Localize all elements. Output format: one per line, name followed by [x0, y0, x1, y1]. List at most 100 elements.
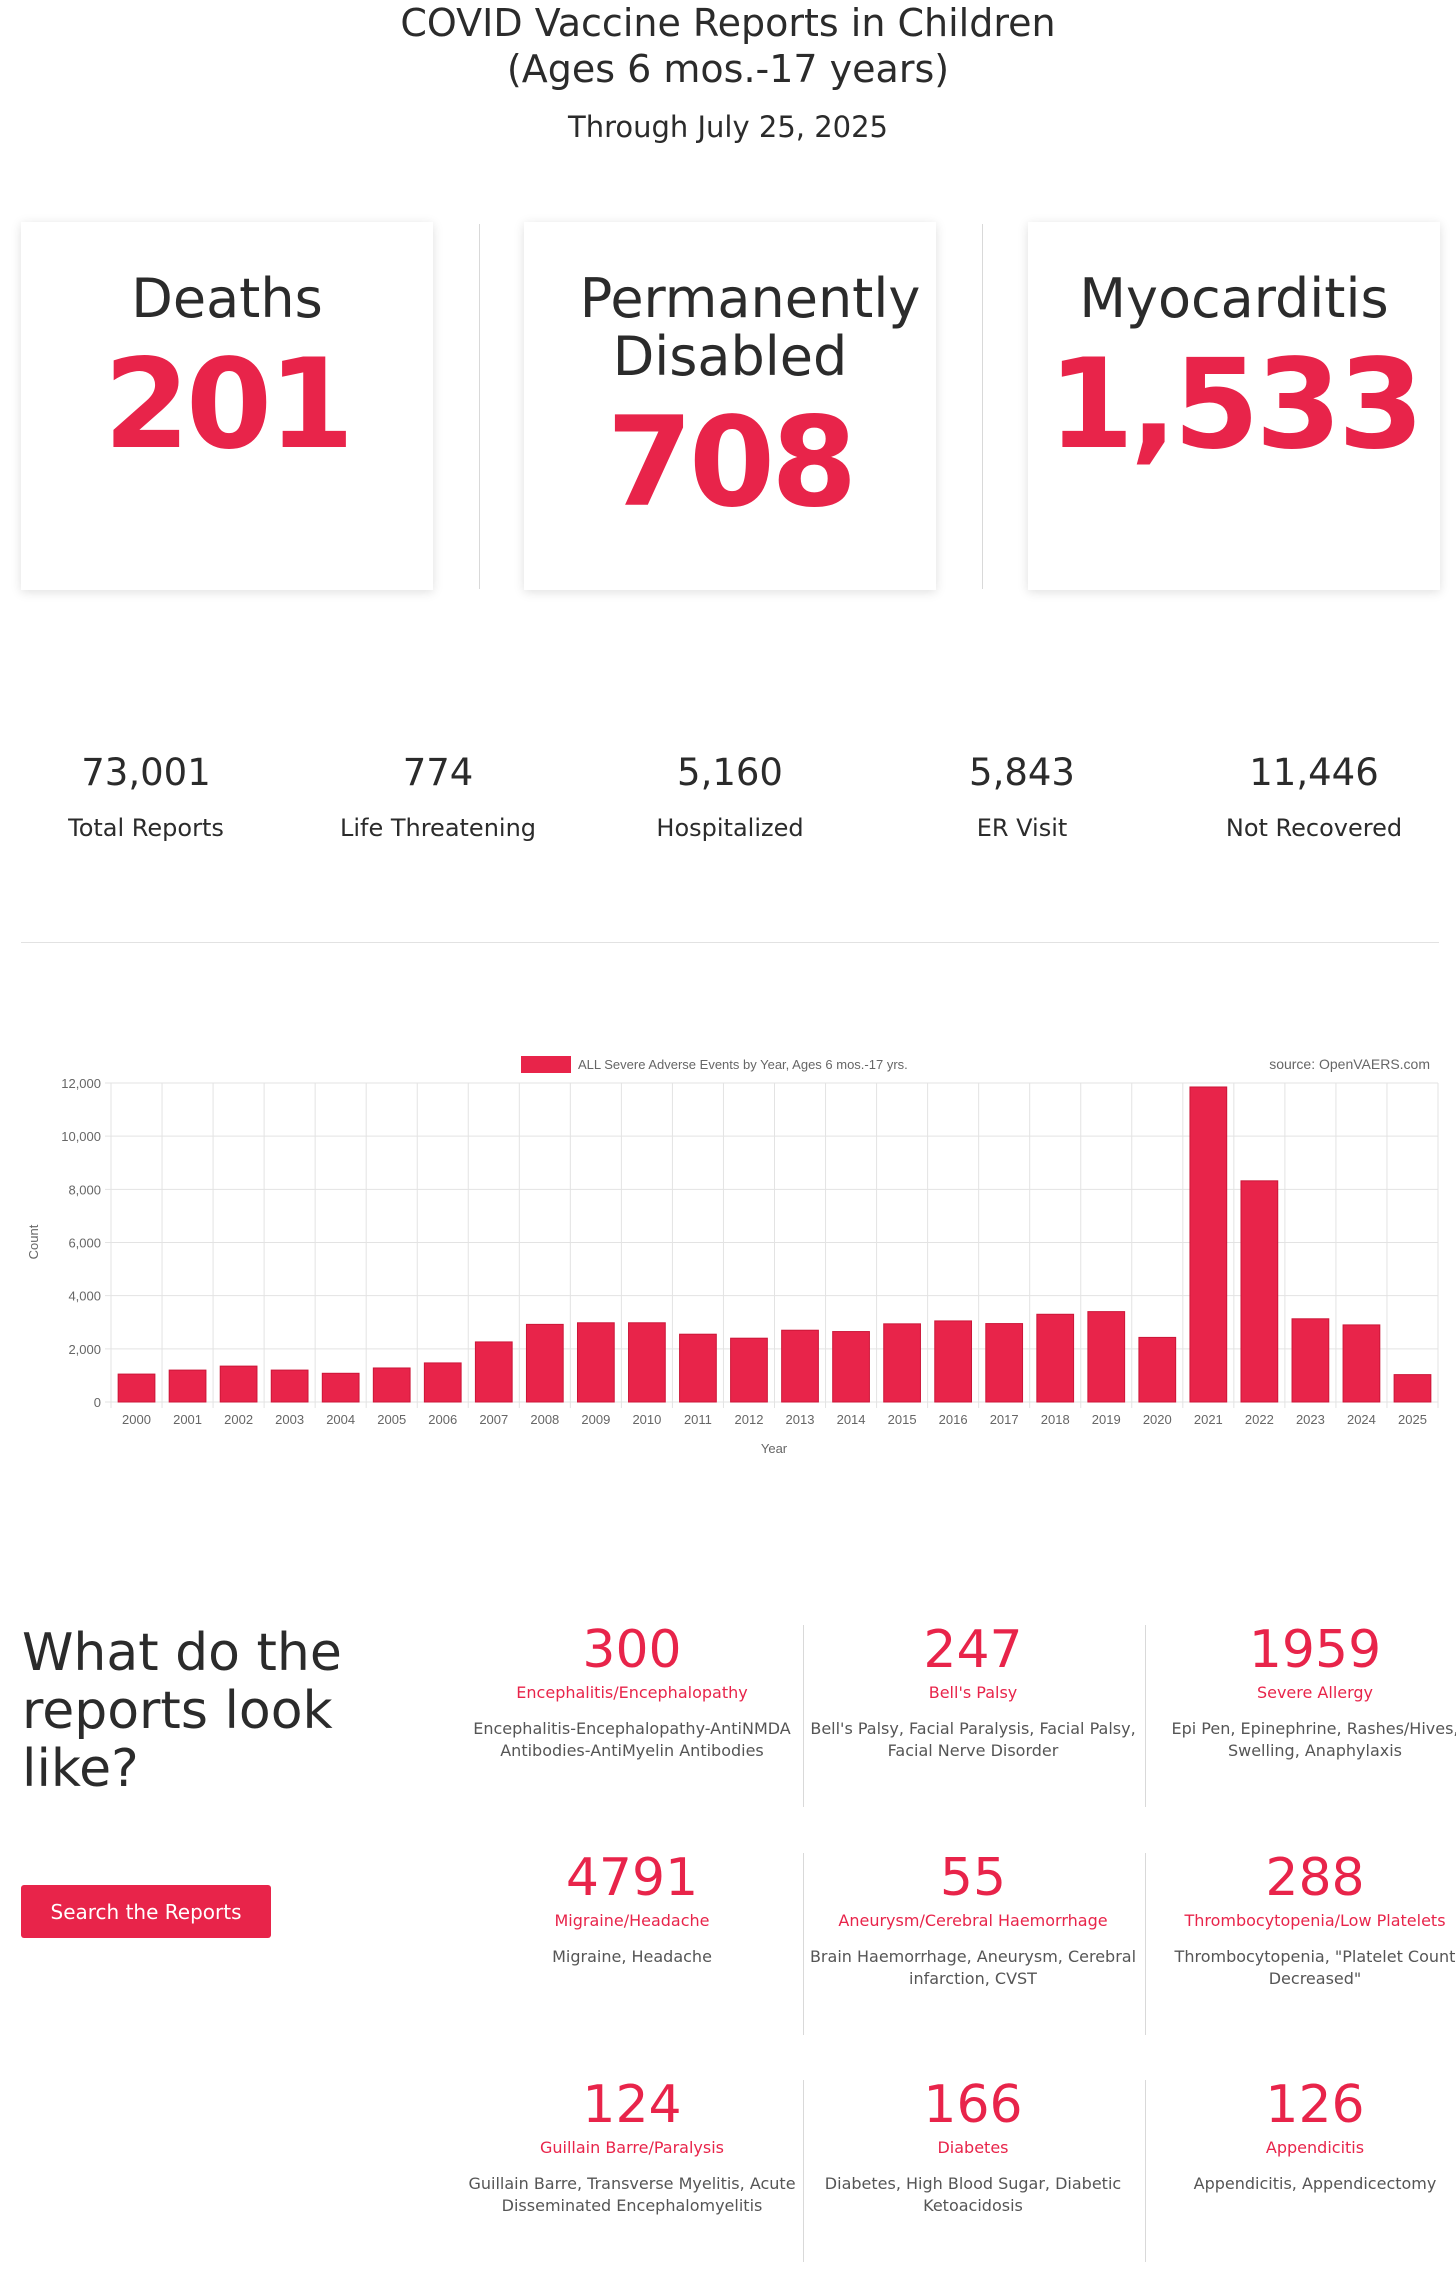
report-description: Appendicitis, Appendicectomy [1193, 2174, 1437, 2193]
y-tick-label: 0 [94, 1395, 101, 1410]
bar-2024 [1342, 1324, 1381, 1403]
legend-label: ALL Severe Adverse Events by Year, Ages … [578, 1057, 908, 1072]
report-count: 166 [923, 2075, 1023, 2135]
headline-cards: Deaths 201 Permanently Disabled 708 Myoc… [0, 222, 1456, 592]
stat-not-recovered: 11,446 Not Recovered [1168, 750, 1456, 844]
card-title: Permanently [579, 267, 921, 330]
reports-section: What do the reports look like? Search th… [0, 1620, 1456, 2280]
report-count: 288 [1265, 1848, 1365, 1908]
x-tick-label: 2021 [1194, 1412, 1223, 1427]
x-tick-label: 2004 [326, 1412, 355, 1427]
page-title-line1: COVID Vaccine Reports in Children [400, 1, 1056, 45]
report-count: 4791 [565, 1848, 699, 1908]
x-tick-label: 2001 [173, 1412, 202, 1427]
report-count: 247 [923, 1620, 1023, 1680]
chart-grid [105, 1082, 1439, 1408]
x-tick-label: 2018 [1041, 1412, 1070, 1427]
bar-2013 [781, 1329, 819, 1403]
card-value: 708 [606, 391, 858, 535]
report-item-severe-allergy: 1959 Severe Allergy Epi Pen, Epinephrine… [1145, 1620, 1456, 1762]
y-tick-label: 2,000 [68, 1342, 101, 1357]
stats-row: 73,001 Total Reports 774 Life Threatenin… [0, 750, 1456, 870]
report-item-appendicitis: 126 Appendicitis Appendicitis, Appendice… [1145, 2075, 1456, 2195]
bar-2016 [934, 1320, 973, 1403]
bar-2015 [883, 1323, 921, 1403]
page-title: COVID Vaccine Reports in Children (Ages … [0, 0, 1456, 92]
x-tick-label: 2012 [735, 1412, 764, 1427]
x-tick-label: 2009 [581, 1412, 610, 1427]
x-tick-label: 2007 [479, 1412, 508, 1427]
report-description: Guillain Barre, Transverse Myelitis, Acu… [468, 2174, 796, 2215]
grid-divider [803, 1853, 804, 2035]
report-item-bells-palsy: 247 Bell's Palsy Bell's Palsy, Facial Pa… [803, 1620, 1143, 1762]
report-count: 126 [1265, 2075, 1365, 2135]
card-value: 1,533 [1047, 333, 1424, 477]
grid-divider [1145, 2080, 1146, 2262]
bar-2012 [730, 1337, 768, 1403]
report-description: Epi Pen, Epinephrine, Rashes/Hives, Swel… [1171, 1719, 1456, 1760]
card-disabled: Permanently Disabled 708 [524, 222, 936, 590]
stat-label: Life Threatening [339, 814, 537, 842]
report-category: Migraine/Headache [554, 1911, 710, 1930]
report-count: 55 [939, 1848, 1007, 1908]
chart-source: source: OpenVAERS.com [1269, 1056, 1430, 1072]
stat-value: 774 [402, 751, 474, 794]
report-category: Diabetes [937, 2138, 1009, 2157]
report-item-migraine: 4791 Migraine/Headache Migraine, Headach… [462, 1848, 802, 1968]
report-description: Brain Haemorrhage, Aneurysm, Cerebral in… [809, 1947, 1137, 1988]
x-tick-label: 2024 [1347, 1412, 1376, 1427]
x-tick-label: 2017 [990, 1412, 1019, 1427]
bar-2018 [1036, 1313, 1075, 1403]
page-header: COVID Vaccine Reports in Children (Ages … [0, 0, 1456, 144]
bar-2004 [321, 1372, 360, 1403]
report-count: 124 [582, 2075, 682, 2135]
bar-2011 [679, 1333, 717, 1403]
date-subtitle: Through July 25, 2025 [567, 110, 889, 144]
chart-container: 0 2,000 4,000 6,000 8,000 10,000 12,000 2000 200… [0, 1040, 1456, 1470]
report-category: Appendicitis [1265, 2138, 1365, 2157]
report-item-aneurysm: 55 Aneurysm/Cerebral Haemorrhage Brain H… [803, 1848, 1143, 1990]
search-reports-button[interactable]: Search the Reports [21, 1885, 271, 1938]
card-title: Myocarditis [1079, 267, 1389, 330]
x-tick-label: 2003 [275, 1412, 304, 1427]
report-item-diabetes: 166 Diabetes Diabetes, High Blood Sugar,… [803, 2075, 1143, 2217]
report-description: Migraine, Headache [552, 1947, 712, 1966]
report-description: Bell's Palsy, Facial Paralysis, Facial P… [810, 1719, 1136, 1760]
bar-2019 [1087, 1311, 1126, 1403]
x-tick-label: 2005 [377, 1412, 406, 1427]
x-tick-label: 2019 [1092, 1412, 1121, 1427]
stat-hospitalized: 5,160 Hospitalized [584, 750, 876, 844]
bar-2020 [1138, 1336, 1177, 1403]
chart-labels: 0 2,000 4,000 6,000 8,000 10,000 12,000 2000 200… [61, 1076, 1427, 1427]
divider [982, 224, 983, 589]
stat-label: Total Reports [68, 814, 224, 842]
report-category: Severe Allergy [1256, 1683, 1374, 1702]
card-title: Deaths [131, 267, 323, 330]
bar-2005 [372, 1367, 411, 1403]
x-axis-title: Year [761, 1441, 788, 1456]
section-divider [21, 942, 1439, 943]
report-description: Encephalitis-Encephalopathy-AntiNMDA Ant… [473, 1719, 791, 1760]
x-tick-label: 2010 [632, 1412, 661, 1427]
x-tick-label: 2002 [224, 1412, 253, 1427]
bar-2025 [1393, 1374, 1432, 1403]
stat-value: 5,843 [969, 751, 1075, 794]
y-tick-label: 6,000 [68, 1236, 101, 1251]
report-category: Thrombocytopenia/Low Platelets [1184, 1911, 1446, 1930]
report-category: Guillain Barre/Paralysis [539, 2138, 725, 2157]
card-title-line2: Disabled [612, 325, 848, 388]
grid-divider [803, 1625, 804, 1807]
x-tick-label: 2022 [1245, 1412, 1274, 1427]
card-deaths: Deaths 201 [21, 222, 433, 590]
report-description: Thrombocytopenia, "Platelet Count Decrea… [1174, 1947, 1456, 1988]
x-tick-label: 2006 [428, 1412, 457, 1427]
report-category: Bell's Palsy [928, 1683, 1018, 1702]
card-myocarditis: Myocarditis 1,533 [1028, 222, 1440, 590]
grid-divider [1145, 1853, 1146, 2035]
bar-2021 [1189, 1086, 1228, 1403]
x-tick-label: 2000 [122, 1412, 151, 1427]
stat-label: Hospitalized [656, 814, 804, 842]
bar-2023 [1291, 1318, 1330, 1403]
y-tick-label: 12,000 [61, 1076, 101, 1091]
report-category: Aneurysm/Cerebral Haemorrhage [838, 1911, 1108, 1930]
